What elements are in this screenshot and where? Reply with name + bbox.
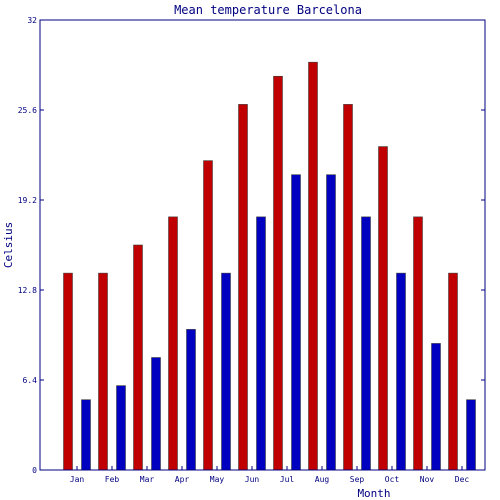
bar-series-1-jan xyxy=(63,272,73,471)
chart-title: Mean temperature Barcelona xyxy=(174,3,362,17)
x-tick-label: Mar xyxy=(140,475,155,484)
bar-series-2-feb xyxy=(116,385,126,471)
bar-series-2-jun xyxy=(256,216,266,471)
x-tick-label: Aug xyxy=(315,475,330,484)
x-tick-label: Oct xyxy=(385,475,400,484)
plot-frame xyxy=(39,19,486,471)
y-tick-label: 0 xyxy=(32,466,37,475)
bar-series-2-jul xyxy=(291,174,301,471)
bar-series-2-mar xyxy=(151,357,161,471)
bar-series-1-feb xyxy=(98,272,108,471)
x-tick-label: Dec xyxy=(455,475,470,484)
bar-series-1-sep xyxy=(343,104,353,471)
bars xyxy=(63,61,476,471)
bar-series-1-dec xyxy=(448,272,458,471)
bar-series-1-jul xyxy=(273,75,283,471)
x-tick-label: Sep xyxy=(350,475,365,484)
bar-series-2-nov xyxy=(431,343,441,471)
bar-series-1-oct xyxy=(378,146,388,471)
x-tick-label: Jun xyxy=(245,475,260,484)
y-tick-label: 32 xyxy=(27,16,37,25)
bar-series-1-may xyxy=(203,160,213,471)
y-tick-label: 19.2 xyxy=(18,196,37,205)
x-tick-label: Nov xyxy=(420,475,435,484)
x-tick-label: Jul xyxy=(280,475,295,484)
bar-series-2-may xyxy=(221,272,231,471)
bar-series-2-oct xyxy=(396,272,406,471)
bar-series-2-aug xyxy=(326,174,336,471)
x-tick-label: Apr xyxy=(175,475,190,484)
bar-series-1-mar xyxy=(133,244,143,471)
y-tick-label: 6.4 xyxy=(23,376,38,385)
y-tick-label: 12.8 xyxy=(18,286,37,295)
bar-series-2-dec xyxy=(466,399,476,471)
bar-series-1-apr xyxy=(168,216,178,471)
x-tick-label: Feb xyxy=(105,475,120,484)
y-axis-label: Celsius xyxy=(2,222,15,268)
bar-series-1-aug xyxy=(308,61,318,471)
bar-series-2-sep xyxy=(361,216,371,471)
bar-series-2-jan xyxy=(81,399,91,471)
bar-series-1-nov xyxy=(413,216,423,471)
x-axis-label: Month xyxy=(357,487,390,500)
y-tick-label: 25.6 xyxy=(18,106,37,115)
x-axis-ticks: Jan Feb Mar Apr May Jun Jul Aug Sep Oct Nov Dec xyxy=(70,466,470,484)
x-tick-label: Jan xyxy=(70,475,85,484)
x-tick-label: May xyxy=(210,475,225,484)
bar-series-2-apr xyxy=(186,329,196,471)
bar-series-1-jun xyxy=(238,104,248,471)
